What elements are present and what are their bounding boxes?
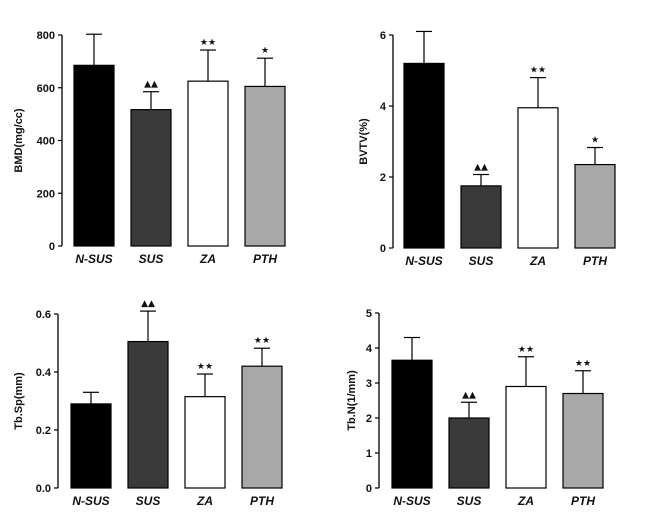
y-tick-label: 3 <box>366 378 372 390</box>
chart-bmd: BMD(mg/cc) 0 200 400 600 800 N-SUS ▲▲ SUS ★★ ZA ★ PT… <box>13 30 286 266</box>
significance-marker: ★★ <box>530 66 546 76</box>
y-tick-label: 800 <box>37 30 55 42</box>
category-label: ZA <box>199 252 216 266</box>
y-tick-label: 1 <box>366 448 372 460</box>
bar-n-sus <box>391 359 433 489</box>
category-label: SUS <box>139 252 164 266</box>
significance-marker: ▲▲ <box>462 390 476 400</box>
y-axis-label: BMD(mg/cc) <box>13 108 25 173</box>
category-label: SUS <box>136 494 161 508</box>
y-tick-label: 0 <box>49 241 55 253</box>
bar-sus <box>448 417 490 489</box>
y-tick-label: 600 <box>37 83 55 95</box>
category-label: N-SUS <box>405 254 442 268</box>
chart-bvtv: BVTV(%) 0 2 4 6 N-SUS ▲▲ SUS ★★ ZA ★ PTH <box>358 30 616 268</box>
bar-pth <box>574 163 616 249</box>
y-tick-label: 4 <box>380 101 387 113</box>
bar-za <box>184 396 226 489</box>
category-label: N-SUS <box>393 494 430 508</box>
bar-n-sus <box>70 403 112 489</box>
y-tick-label: 6 <box>380 30 386 42</box>
y-axis-label: Tb.N(1/mm) <box>346 370 358 431</box>
y-tick-label: 5 <box>366 308 372 320</box>
category-label: ZA <box>517 494 534 508</box>
category-label: SUS <box>457 494 482 508</box>
significance-marker: ★ <box>261 46 269 56</box>
significance-marker: ★★ <box>254 336 270 346</box>
significance-marker: ★ <box>591 136 599 146</box>
chart-tbsp: Tb.Sp(mm) 0.0 0.2 0.4 0.6 N-SUS ▲▲ SUS ★★ ZA ★★ PTH <box>13 299 283 508</box>
y-tick-label: 0.4 <box>36 367 52 379</box>
bar-pth <box>562 392 604 489</box>
bar-za <box>517 107 559 249</box>
y-axis-label: BVTV(%) <box>358 118 370 165</box>
y-tick-label: 2 <box>380 172 386 184</box>
significance-marker: ★★ <box>197 362 213 372</box>
category-label: PTH <box>250 494 274 508</box>
category-label: PTH <box>583 254 607 268</box>
bar-n-sus <box>403 62 445 249</box>
significance-marker: ▲▲ <box>144 80 158 90</box>
y-tick-label: 2 <box>366 413 372 425</box>
category-label: SUS <box>469 254 494 268</box>
y-tick-label: 200 <box>37 188 55 200</box>
bar-n-sus <box>73 64 115 247</box>
y-tick-label: 0.2 <box>36 425 51 437</box>
bar-za <box>187 80 229 247</box>
y-tick-label: 0.6 <box>36 309 51 321</box>
bar-sus <box>127 340 169 489</box>
significance-marker: ▲▲ <box>141 299 155 309</box>
bar-pth <box>244 85 286 247</box>
category-label: ZA <box>196 494 213 508</box>
chart-tbn: Tb.N(1/mm) 0 1 2 3 4 5 N-SUS ▲▲ SUS ★★ ZA ★★ PTH <box>346 308 604 508</box>
category-label: PTH <box>571 494 595 508</box>
y-tick-label: 0.0 <box>36 483 51 495</box>
category-label: PTH <box>253 252 277 266</box>
significance-marker: ★★ <box>518 345 534 355</box>
bar-sus <box>460 185 502 249</box>
y-tick-label: 0 <box>366 483 372 495</box>
significance-marker: ★★ <box>200 38 216 48</box>
category-label: N-SUS <box>72 494 109 508</box>
bar-za <box>505 385 547 489</box>
bar-sus <box>130 109 172 247</box>
significance-marker: ▲▲ <box>474 163 488 173</box>
category-label: ZA <box>529 254 546 268</box>
y-tick-label: 4 <box>366 343 373 355</box>
y-tick-label: 400 <box>37 136 55 148</box>
significance-marker: ★★ <box>575 359 591 369</box>
y-tick-label: 0 <box>380 243 386 255</box>
y-axis-label: Tb.Sp(mm) <box>13 372 25 430</box>
bar-pth <box>241 365 283 489</box>
category-label: N-SUS <box>75 252 112 266</box>
